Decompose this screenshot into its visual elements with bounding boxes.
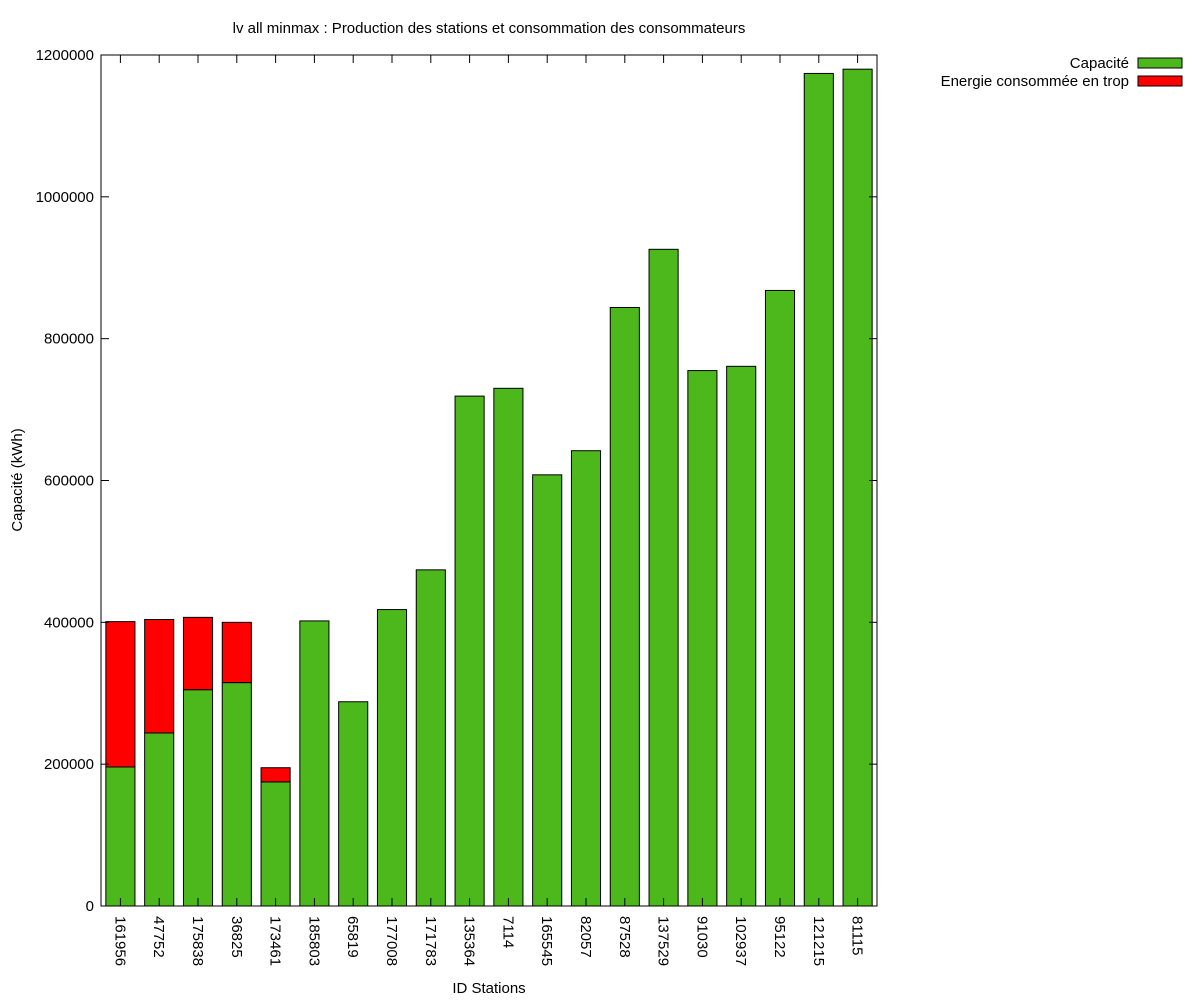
x-axis: 161956 47752 175838 36825 173461 185803 65819 1… [111, 55, 866, 966]
bar-capacite-165545 [532, 474, 563, 907]
bar-energie-47752 [144, 618, 175, 734]
x-tick-label: 173461 [267, 916, 284, 966]
bar-capacite-91030 [687, 370, 718, 907]
y-tick-label: 600000 [44, 473, 94, 490]
x-tick-label: 87528 [616, 916, 633, 958]
y-tick-label: 0 [86, 898, 94, 915]
bars-layer [105, 68, 873, 907]
bar-capacite-102937 [726, 365, 757, 907]
bar-energie-175838 [182, 616, 214, 691]
x-tick-label: 121215 [810, 916, 827, 966]
bar-capacite-161956 [105, 766, 136, 907]
legend-label: Energie consommée en trop [941, 73, 1129, 90]
x-tick-label: 175838 [189, 916, 206, 966]
bar-capacite-7114 [493, 387, 524, 907]
x-tick-label: 91030 [693, 916, 710, 958]
x-tick-label: 135364 [461, 916, 478, 966]
bar-capacite-87528 [609, 306, 640, 907]
x-tick-label: 165545 [538, 916, 555, 966]
x-tick-label: 47752 [150, 916, 167, 958]
bar-capacite-82057 [570, 450, 602, 907]
bar-capacite-173461 [260, 781, 291, 907]
bar-capacite-171783 [415, 569, 446, 907]
bar-capacite-47752 [144, 732, 175, 907]
x-tick-label: 177008 [383, 916, 400, 966]
bar-capacite-137529 [648, 248, 679, 907]
bar-energie-173461 [260, 767, 291, 783]
x-tick-label: 36825 [228, 916, 245, 958]
y-axis: 0 200000 400000 600000 800000 1000000 1200000 [36, 47, 877, 915]
x-tick-label: 95122 [771, 916, 788, 958]
x-tick-label: 137529 [655, 916, 672, 966]
bar-energie-36825 [221, 621, 252, 684]
bar-capacite-175838 [182, 689, 214, 907]
x-tick-label: 161956 [111, 916, 128, 966]
x-axis-label: ID Stations [452, 980, 525, 997]
y-tick-label: 800000 [44, 331, 94, 348]
bar-capacite-95122 [764, 289, 796, 907]
y-tick-label: 400000 [44, 614, 94, 631]
legend-swatch [1137, 57, 1183, 69]
y-tick-label: 1000000 [36, 189, 94, 206]
bar-capacite-121215 [803, 72, 834, 907]
x-tick-label: 82057 [577, 916, 594, 958]
bar-capacite-81115 [842, 68, 873, 907]
y-axis-label: Capacité (kWh) [9, 428, 26, 531]
bar-energie-161956 [105, 621, 136, 768]
bar-capacite-185803 [299, 620, 330, 907]
bar-capacite-36825 [221, 682, 252, 907]
x-tick-label: 7114 [499, 916, 516, 948]
legend-swatch [1137, 75, 1183, 87]
plot-frame [100, 54, 878, 907]
bar-capacite-177008 [376, 609, 408, 907]
x-tick-label: 65819 [344, 916, 361, 958]
x-tick-label: 185803 [305, 916, 322, 966]
bar-capacite-135364 [454, 395, 485, 907]
x-tick-label: 102937 [732, 916, 749, 966]
legend-label: Capacité [1070, 55, 1129, 72]
y-tick-label: 200000 [44, 756, 94, 773]
bar-capacite-65819 [338, 701, 369, 907]
x-tick-label: 81115 [849, 916, 866, 956]
x-tick-label: 171783 [422, 916, 439, 966]
chart-title: lv all minmax : Production des stations … [233, 20, 746, 37]
y-tick-label: 1200000 [36, 47, 94, 64]
